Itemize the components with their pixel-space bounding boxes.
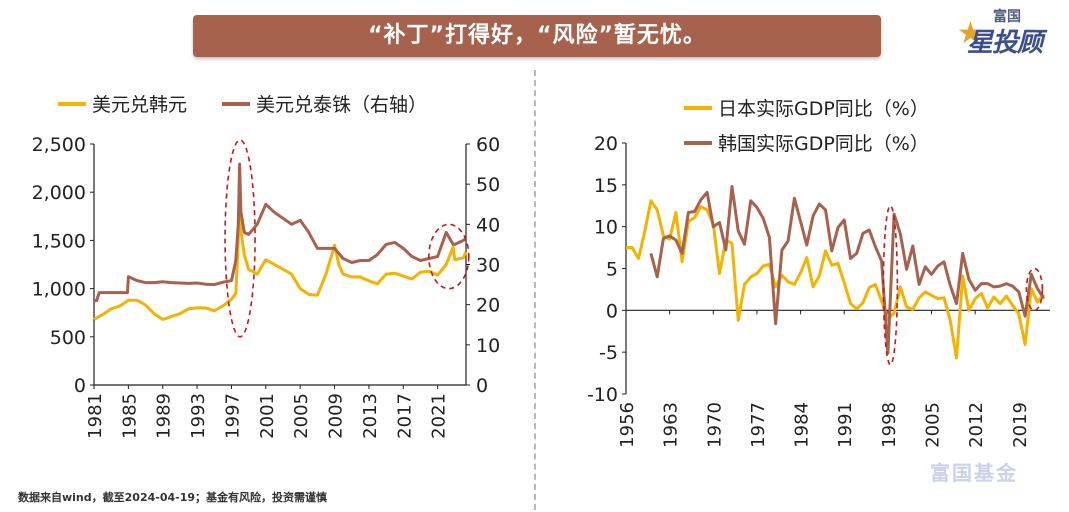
series-line-0 xyxy=(626,199,1045,360)
chart-divider xyxy=(534,70,536,510)
x-tick-label: 1970 xyxy=(704,402,725,448)
ellipse-2022-annotation xyxy=(428,223,470,290)
star-icon: ★ xyxy=(957,16,984,51)
y-right-tick-label: 20 xyxy=(476,295,500,317)
x-tick-label: 2009 xyxy=(326,393,347,439)
y-tick-label: -10 xyxy=(587,384,618,406)
logo-main-text: 星投顾 xyxy=(967,28,1043,58)
x-tick-label: 2001 xyxy=(257,393,278,439)
footnote: 数据来自wind，截至2024-04-19；基金有风险，投资需谨慎 xyxy=(18,491,327,504)
series-line-1 xyxy=(649,185,1046,355)
x-tick-label: 1993 xyxy=(188,393,209,439)
y-tick-label: 500 xyxy=(50,327,86,349)
ellipse-1998-annotation xyxy=(882,204,899,366)
legend-label-1: 韩国实际GDP同比（%） xyxy=(718,133,929,155)
y-tick-label: 0 xyxy=(606,300,618,322)
x-tick-label: 1985 xyxy=(119,393,140,439)
y-tick-label: 1,000 xyxy=(32,279,86,301)
x-tick-label: 2021 xyxy=(429,393,450,439)
y-right-tick-label: 0 xyxy=(476,375,488,397)
series-line-0 xyxy=(93,200,468,321)
x-tick-label: 1956 xyxy=(617,402,638,448)
y-tick-label: 2,500 xyxy=(32,134,86,156)
series-line-1 xyxy=(94,162,467,303)
gdp-chart: -10 -5 0 5 10 15 20 1956 1963 1970 1977 1984 1991 199… xyxy=(587,98,1050,448)
fx-chart: 0 500 1,000 1,500 2,000 2,500 0 10 20 30 40 50 60 198… xyxy=(32,94,501,439)
x-tick-label: 1981 xyxy=(85,393,106,439)
banner-title: “补丁”打得好，“风险”暂无忧。 xyxy=(193,15,881,57)
x-tick-label: 1963 xyxy=(661,402,682,448)
ellipse-2021-annotation xyxy=(1025,267,1044,312)
y-right-tick-label: 60 xyxy=(476,134,500,156)
y-right-tick-label: 40 xyxy=(476,214,500,236)
y-tick-label: -5 xyxy=(599,342,618,364)
y-tick-label: 0 xyxy=(74,375,86,397)
x-tick-label: 2005 xyxy=(291,393,312,439)
x-tick-label: 2013 xyxy=(360,393,381,439)
x-tick-label: 1997 xyxy=(222,393,243,439)
x-tick-label: 2005 xyxy=(923,402,944,448)
x-tick-label: 1998 xyxy=(879,402,900,448)
x-tick-label: 2012 xyxy=(966,402,987,448)
y-tick-label: 15 xyxy=(594,175,618,197)
y-right-tick-label: 10 xyxy=(476,335,500,357)
legend-label-0: 日本实际GDP同比（%） xyxy=(718,98,929,120)
legend-label-0: 美元兑韩元 xyxy=(92,94,187,116)
y-tick-label: 2,000 xyxy=(32,182,86,204)
x-tick-label: 2017 xyxy=(394,393,415,439)
x-tick-label: 1989 xyxy=(154,393,175,439)
brand-logo: ★ 富国 星投顾 xyxy=(955,4,1065,64)
y-tick-label: 20 xyxy=(594,133,618,155)
watermark-text: 富国基金 xyxy=(930,461,1018,485)
x-tick-label: 1984 xyxy=(792,402,813,448)
legend-label-1: 美元兑泰铢（右轴） xyxy=(256,94,427,116)
ellipse-1998-annotation xyxy=(224,139,256,338)
x-tick-label: 2019 xyxy=(1010,402,1031,448)
y-tick-label: 10 xyxy=(594,217,618,239)
logo-top-text: 富国 xyxy=(993,9,1021,25)
y-tick-label: 1,500 xyxy=(32,230,86,252)
y-tick-label: 5 xyxy=(606,259,618,281)
y-right-tick-label: 50 xyxy=(476,174,500,196)
y-right-tick-label: 30 xyxy=(476,255,500,277)
x-tick-label: 1991 xyxy=(835,402,856,448)
x-tick-label: 1977 xyxy=(748,402,769,448)
